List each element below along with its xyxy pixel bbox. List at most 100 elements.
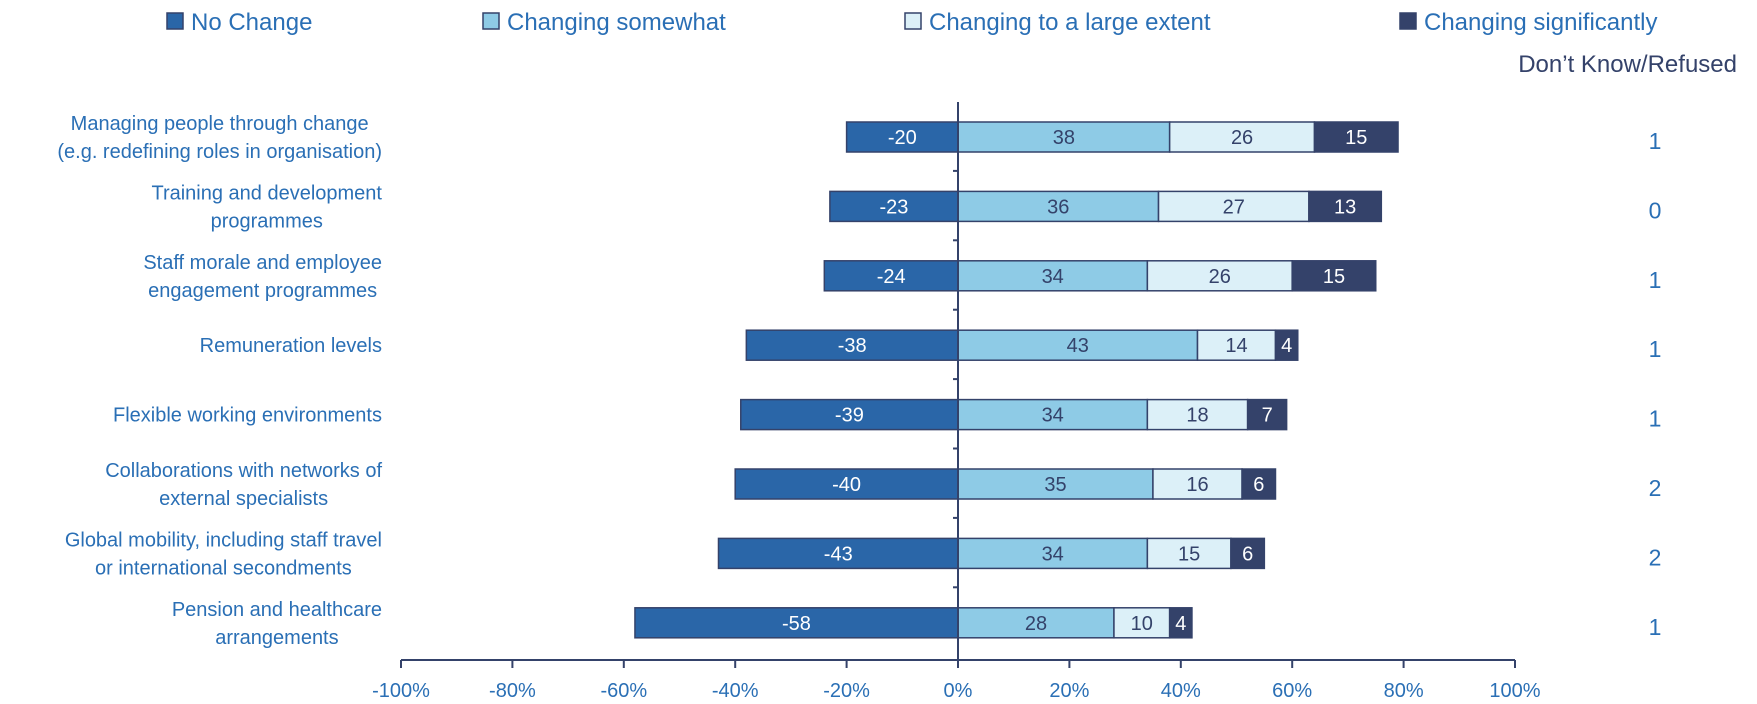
category-label: engagement programmes [148,280,377,302]
bar-value-label: 38 [1053,127,1075,149]
category-labels: Managing people through change (e.g. rede… [57,113,382,649]
legend-swatch-changing-somewhat [482,12,500,30]
bar-value-label: 6 [1253,474,1264,496]
dont-know-header: Don’t Know/Refused [1518,51,1737,78]
legend: No Change Changing somewhat Changing to a … [166,9,1657,36]
bar-value-label: 34 [1042,266,1064,288]
axes: -100% -80% -60% -40% -20% 0% 20% 40% 60% 80% 100% [372,102,1541,702]
category-label: Remuneration levels [200,335,382,357]
bar-value-label: 26 [1209,266,1231,288]
bar-value-label: 6 [1242,543,1253,565]
legend-label-no-change: No Change [191,9,312,36]
bar-changing-to-a-large-extent [1113,607,1171,639]
bar-value-label: 15 [1345,127,1367,149]
legend-swatch-changing-to-a-large-extent [904,12,922,30]
bar-changing-significantly [1168,607,1193,639]
bar-value-label: 18 [1186,405,1208,427]
category-label: Managing people through change [71,113,369,135]
dont-know-value: 1 [1649,614,1662,640]
bar-value-label: 27 [1223,196,1245,218]
bar-changing-significantly [1313,121,1399,153]
bar-changing-significantly [1308,190,1383,223]
bar-value-label: 35 [1044,474,1066,496]
bar-value-label: -23 [879,196,908,218]
bar-changing-significantly [1291,260,1377,292]
dont-know-value: 2 [1649,475,1662,501]
dont-know-value: 1 [1649,267,1662,293]
bar-value-label: 15 [1323,266,1345,288]
bar-changing-somewhat [957,121,1171,153]
bar-changing-significantly [1241,468,1277,500]
category-label: or international secondments [95,557,352,579]
bars: -20 38 26 15 -23 36 27 13 -24 34 26 15 -38 43 14 4 -39 34… [634,121,1399,639]
x-tick-label: -60% [600,680,647,702]
bar-value-label: 43 [1067,335,1089,357]
bar-changing-to-a-large-extent [1146,537,1232,570]
x-tick-label: -80% [489,680,536,702]
legend-label-changing-significantly: Changing significantly [1424,9,1657,36]
x-tick-label: -40% [712,680,759,702]
dont-know-value: 1 [1649,406,1662,432]
category-label: Flexible working environments [113,405,382,427]
dont-know-value: 1 [1649,128,1662,154]
dont-know-value: 0 [1649,197,1662,223]
bar-changing-somewhat [957,607,1115,639]
bar-value-label: 13 [1334,196,1356,218]
bar-value-label: 14 [1225,335,1247,357]
bar-changing-somewhat [957,329,1199,361]
x-tick-label: 0% [944,680,973,702]
legend-label-changing-to-a-large-extent: Changing to a large extent [929,9,1211,36]
bar-value-label: -38 [838,335,867,357]
category-label: Pension and healthcare [172,599,382,621]
x-tick-label: 100% [1489,680,1540,702]
bar-value-label: -40 [832,474,861,496]
category-label: Staff morale and employee [143,252,382,274]
bar-value-label: 28 [1025,613,1047,635]
bar-value-label: -58 [782,613,811,635]
category-label: Collaborations with networks of [105,460,382,482]
legend-swatch-no-change [166,12,184,30]
x-tick-label: 60% [1272,680,1312,702]
bar-value-label: -43 [824,543,853,565]
bar-value-label: 15 [1178,543,1200,565]
bar-changing-to-a-large-extent [1157,190,1310,223]
bar-value-label: 7 [1262,405,1273,427]
bar-value-label: 4 [1175,613,1186,635]
bar-value-label: 10 [1131,613,1153,635]
category-label: programmes [211,210,323,232]
bar-changing-to-a-large-extent [1146,398,1249,431]
legend-swatch-changing-significantly [1399,12,1417,30]
category-label: arrangements [215,627,338,649]
bar-no-change [829,190,959,223]
bar-value-label: -39 [835,405,864,427]
bar-changing-to-a-large-extent [1152,468,1243,500]
x-tick-label: -100% [372,680,430,702]
bar-value-label: 34 [1042,405,1064,427]
bar-no-change [845,121,959,153]
bar-changing-somewhat [957,468,1154,500]
dont-know-value: 1 [1649,336,1662,362]
bar-changing-to-a-large-extent [1168,121,1316,153]
bar-value-label: 36 [1047,196,1069,218]
x-tick-label: -20% [823,680,870,702]
x-tick-label: 40% [1161,680,1201,702]
bar-value-label: 4 [1281,335,1292,357]
legend-label-changing-somewhat: Changing somewhat [507,9,726,36]
bar-value-label: -20 [888,127,917,149]
bar-changing-significantly [1246,398,1288,431]
x-tick-label: 80% [1384,680,1424,702]
bar-no-change [740,398,959,431]
category-label: (e.g. redefining roles in organisation) [57,141,382,163]
dont-know-values: 1 0 1 1 1 2 2 1 [1649,128,1662,640]
dont-know-value: 2 [1649,544,1662,570]
bar-no-change [717,537,959,570]
bar-no-change [823,260,959,292]
bar-value-label: 26 [1231,127,1253,149]
bar-changing-somewhat [957,398,1149,431]
bar-no-change [745,329,959,361]
category-label: external specialists [159,488,328,510]
category-label: Global mobility, including staff travel [65,529,382,551]
category-label: Training and development [151,182,382,204]
x-tick-label: 20% [1049,680,1089,702]
